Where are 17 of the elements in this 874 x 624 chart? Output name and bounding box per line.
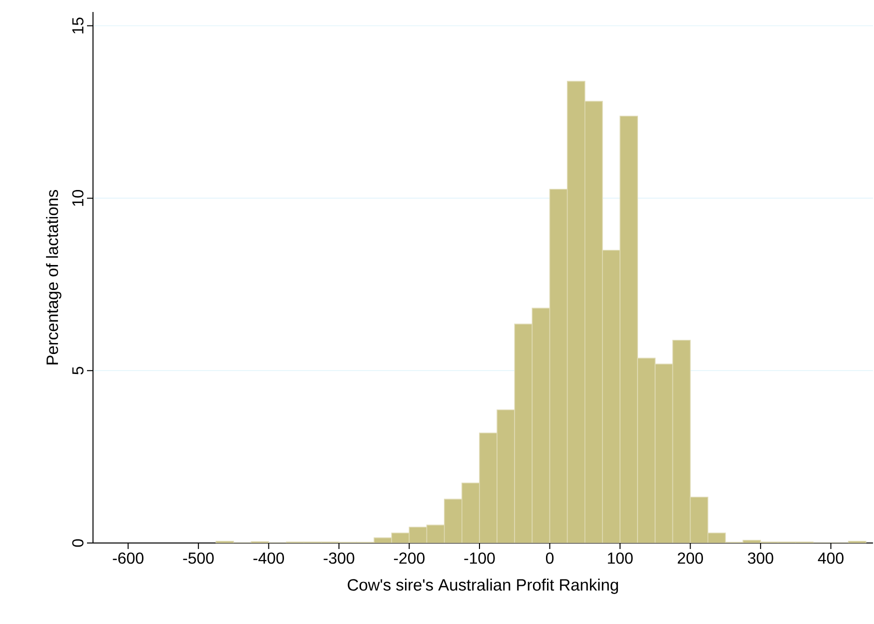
x-tick-label: 200 <box>678 552 703 564</box>
x-tick-label: -400 <box>253 552 284 564</box>
y-tick-label: 15 <box>72 18 84 34</box>
x-tick-label: 300 <box>748 552 774 564</box>
x-tick-label: -100 <box>464 552 495 564</box>
x-tick-label: 400 <box>818 552 844 564</box>
x-tick-label: -300 <box>324 552 354 564</box>
y-tick-label: 0 <box>72 539 84 547</box>
y-axis-title: Percentage of lactations <box>46 190 62 364</box>
y-tick-label: 5 <box>72 366 84 374</box>
x-tick-label: 100 <box>608 552 633 564</box>
x-tick-label: -600 <box>112 552 144 564</box>
x-axis-title: Cow's sire's Australian Profit Ranking <box>348 578 618 594</box>
x-tick-label: -200 <box>394 552 425 564</box>
y-tick-label: 10 <box>72 190 84 206</box>
x-tick-label: 0 <box>546 552 554 564</box>
x-tick-label: -500 <box>183 552 214 564</box>
